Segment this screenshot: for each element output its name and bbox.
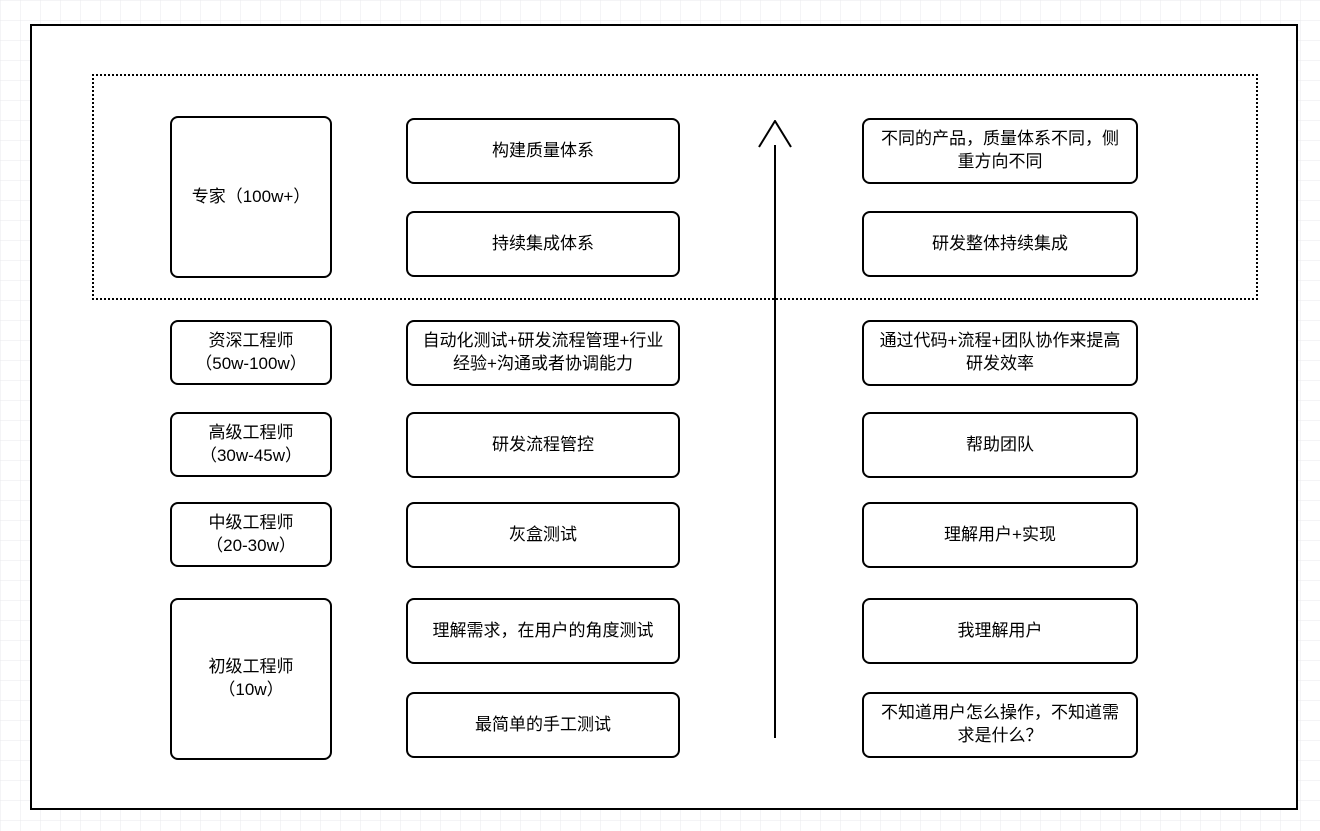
skill-quality-system: 构建质量体系 xyxy=(406,118,680,184)
level-junior: 初级工程师（10w） xyxy=(170,598,332,760)
outcome-ci: 研发整体持续集成 xyxy=(862,211,1138,277)
progress-arrow xyxy=(758,120,792,738)
outcome-quality: 不同的产品，质量体系不同，侧重方向不同 xyxy=(862,118,1138,184)
arrow-head-icon xyxy=(758,120,792,148)
skill-junior-2: 最简单的手工测试 xyxy=(406,692,680,758)
outcome-junior-1: 我理解用户 xyxy=(862,598,1138,664)
outcome-intermediate: 理解用户+实现 xyxy=(862,502,1138,568)
level-senior: 资深工程师（50w-100w） xyxy=(170,320,332,385)
skill-junior-1: 理解需求，在用户的角度测试 xyxy=(406,598,680,664)
skill-senior: 自动化测试+研发流程管理+行业经验+沟通或者协调能力 xyxy=(406,320,680,386)
arrow-shaft xyxy=(774,145,776,738)
level-intermediate: 中级工程师（20-30w） xyxy=(170,502,332,567)
outcome-senior: 通过代码+流程+团队协作来提高研发效率 xyxy=(862,320,1138,386)
skill-intermediate: 灰盒测试 xyxy=(406,502,680,568)
outcome-advanced: 帮助团队 xyxy=(862,412,1138,478)
level-expert: 专家（100w+） xyxy=(170,116,332,278)
outcome-junior-2: 不知道用户怎么操作，不知道需求是什么？ xyxy=(862,692,1138,758)
level-advanced: 高级工程师（30w-45w） xyxy=(170,412,332,477)
skill-advanced: 研发流程管控 xyxy=(406,412,680,478)
skill-ci-system: 持续集成体系 xyxy=(406,211,680,277)
